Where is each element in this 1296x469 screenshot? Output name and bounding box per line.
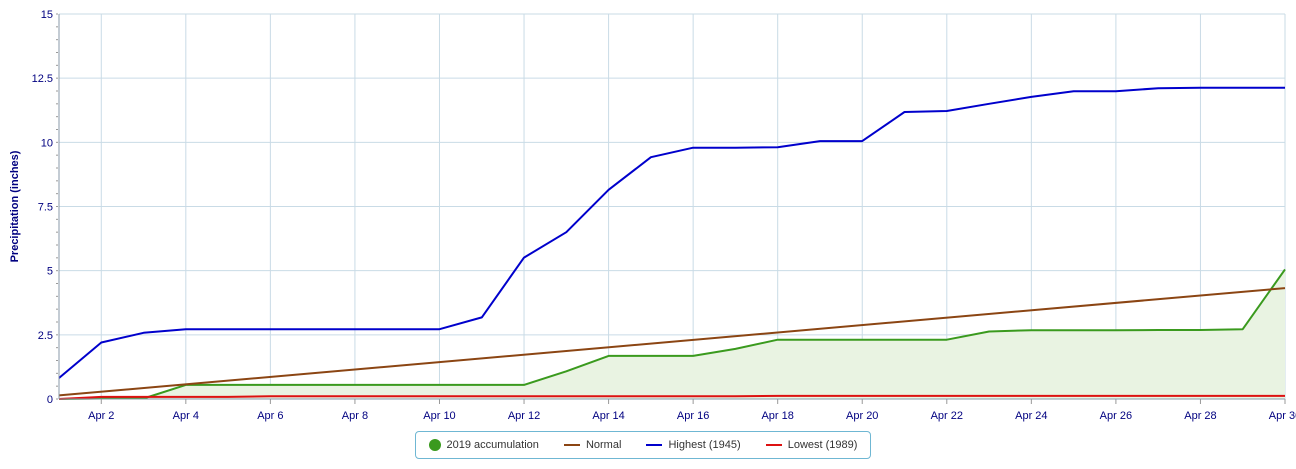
series-2019-accumulation-fill (59, 269, 1285, 399)
x-tick-label: Apr 20 (846, 410, 878, 422)
series-layer (58, 86, 1286, 400)
x-tick-label: Apr 10 (423, 410, 455, 422)
y-tick-label: 7.5 (38, 202, 53, 214)
y-tick-label: 0 (47, 394, 53, 406)
legend-item-lowest[interactable]: Lowest (1989) (765, 439, 858, 451)
axis-layer: 0 2.5 5 7.5 10 12.5 15 Apr 2 Apr 4 Apr 6 Apr 8 Apr … (32, 9, 1296, 422)
x-tick-label: Apr 26 (1100, 410, 1132, 422)
legend-label: Normal (585, 439, 622, 451)
x-tick-label: Apr 8 (342, 410, 368, 422)
x-tick-label: Apr 24 (1015, 410, 1047, 422)
legend-label: Lowest (1989) (787, 439, 858, 451)
series-2019-accumulation-line (58, 268, 1286, 400)
y-axis-title: Precipitation (inches) (9, 150, 21, 262)
x-tick-label: Apr 28 (1184, 410, 1216, 422)
x-tick-label: Apr 14 (592, 410, 624, 422)
x-tick-label: Apr 12 (508, 410, 540, 422)
y-tick-label: 2.5 (38, 330, 53, 342)
legend-line-icon (646, 444, 663, 446)
legend-line-icon (563, 444, 580, 446)
chart-legend: 2019 accumulation Normal Highest (1945) … (415, 431, 871, 459)
legend-item-highest[interactable]: Highest (1945) (646, 439, 741, 451)
y-tick-label: 10 (41, 137, 53, 149)
legend-item-2019-accumulation[interactable]: 2019 accumulation (428, 439, 539, 451)
x-tick-label: Apr 2 (88, 410, 114, 422)
x-tick-label: Apr 18 (761, 410, 793, 422)
series-normal-line (58, 287, 1286, 397)
legend-line-icon (765, 444, 782, 446)
x-tick-label: Apr 22 (931, 410, 963, 422)
x-tick-label: Apr 30 (1269, 410, 1296, 422)
legend-dot-icon (428, 439, 441, 451)
x-tick-label: Apr 16 (677, 410, 709, 422)
series-lowest-1989-line (58, 394, 1285, 400)
legend-item-normal[interactable]: Normal (563, 439, 622, 451)
series-highest-1945-line (58, 86, 1285, 379)
y-tick-label: 5 (47, 266, 53, 278)
x-tick-label: Apr 6 (257, 410, 283, 422)
legend-label: Highest (1945) (668, 439, 741, 451)
y-tick-label: 12.5 (32, 73, 53, 85)
area-layer (59, 269, 1285, 399)
x-tick-label: Apr 4 (173, 410, 199, 422)
y-tick-label: 15 (41, 9, 53, 21)
legend-label: 2019 accumulation (446, 439, 539, 451)
